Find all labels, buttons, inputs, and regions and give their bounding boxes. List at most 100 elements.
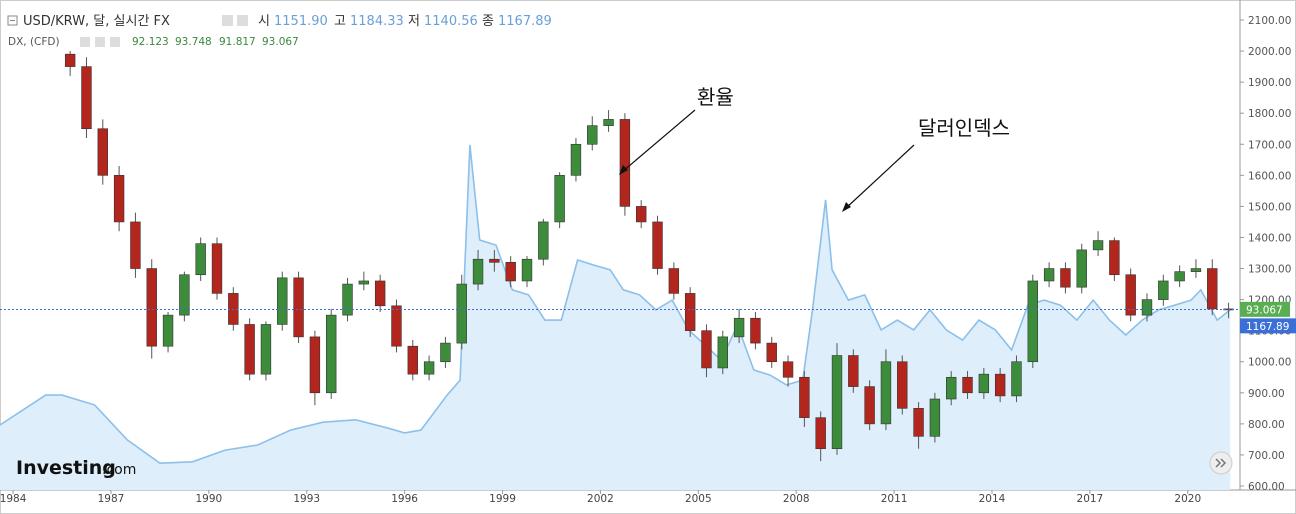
candle-body (538, 221, 549, 260)
overlay-icon[interactable] (95, 37, 105, 47)
candle-body (864, 386, 875, 425)
candle-body (587, 125, 598, 145)
annotation: 달러인덱스 (918, 116, 1010, 140)
y-tick-label: 1400.00 (1248, 232, 1291, 244)
candle-body (1158, 280, 1169, 300)
y-tick-label: 1600.00 (1248, 170, 1291, 182)
candle-body (880, 361, 892, 425)
candle-body (1174, 271, 1185, 282)
candle-body (554, 175, 565, 223)
candle-body (423, 361, 435, 375)
x-tick-label: 2008 (783, 493, 810, 505)
candle-body (766, 342, 777, 363)
candle-body (358, 280, 370, 285)
x-tick-label: 2011 (881, 493, 908, 505)
candle-body (1076, 249, 1087, 288)
y-tick-label: 800.00 (1248, 419, 1285, 431)
x-tick-label: 1987 (98, 493, 125, 505)
logo-suffix: .com (102, 462, 136, 478)
candle-body (489, 258, 500, 263)
open-label: 시 (258, 14, 270, 29)
candle-body (962, 376, 973, 394)
x-tick-label: 1993 (293, 493, 320, 505)
y-tick-label: 2100.00 (1248, 15, 1291, 27)
candle-body (913, 408, 924, 437)
overlay-icon[interactable] (80, 37, 90, 47)
candle-body (1207, 268, 1218, 310)
y-tick-label: 1500.00 (1248, 201, 1291, 213)
candle-body (326, 314, 337, 394)
overlay-price-box (1240, 301, 1290, 317)
candle-body (1190, 268, 1202, 272)
low-value: 1140.56 (424, 14, 478, 29)
x-tick-label: 1996 (391, 493, 418, 505)
candle-body (81, 66, 92, 130)
price-box (1240, 318, 1296, 334)
overlay-close: 93.067 (262, 36, 299, 48)
candle-body (1109, 240, 1120, 276)
candle-body (684, 293, 696, 331)
candle-body (978, 373, 990, 394)
candle-body (456, 283, 467, 344)
high-label: 고 (334, 14, 346, 29)
candle-body (130, 221, 141, 269)
candle-body (1027, 280, 1038, 363)
x-tick-label: 2017 (1077, 493, 1104, 505)
plot-area (0, 51, 1234, 490)
settings-icon[interactable] (222, 15, 233, 26)
y-tick-label: 1900.00 (1248, 77, 1291, 89)
low-label: 저 (408, 14, 420, 29)
candle-body (64, 53, 76, 67)
overlay-high: 93.748 (175, 36, 212, 48)
candle-body (505, 262, 516, 282)
candle-body (293, 277, 304, 338)
open-value: 1151.90 (274, 14, 328, 29)
overlay-icon[interactable] (110, 37, 120, 47)
x-tick-label: 2014 (979, 493, 1006, 505)
area-fill (0, 144, 1231, 490)
overlay-open: 92.123 (132, 36, 169, 48)
x-tick-label: 1999 (489, 493, 516, 505)
candle-body (195, 243, 206, 276)
candle-body (636, 206, 647, 223)
candle-body (228, 293, 239, 325)
collapse-icon[interactable] (7, 15, 18, 26)
candle-body (848, 355, 859, 387)
candle-body (277, 277, 288, 325)
candle-body (831, 355, 843, 450)
candle-body (342, 283, 353, 316)
candle-body (750, 317, 761, 344)
annotation-arrowhead (619, 165, 628, 175)
x-tick-label: 2002 (587, 493, 614, 505)
y-tick-label: 700.00 (1248, 450, 1285, 462)
candle-body (603, 119, 614, 126)
candle-body (374, 280, 386, 307)
x-tick-label: 2005 (685, 493, 712, 505)
settings-icon[interactable] (237, 15, 248, 26)
candle-body (1060, 268, 1071, 288)
logo-brand: Investing (16, 457, 116, 479)
y-tick-label: 1700.00 (1248, 139, 1291, 151)
close-value: 1167.89 (498, 14, 552, 29)
x-tick-label: 1984 (0, 493, 27, 505)
x-tick-label: 1990 (195, 493, 222, 505)
scroll-icon (1215, 458, 1227, 468)
annotation-arrow (621, 109, 696, 173)
candle-body (701, 330, 712, 369)
candle-body (244, 324, 255, 375)
y-tick-label: 2000.00 (1248, 46, 1291, 58)
candle-body (407, 345, 418, 375)
y-tick-label: 900.00 (1248, 388, 1285, 400)
candle-body (782, 361, 794, 378)
candle-body (521, 258, 533, 282)
candle-body (1141, 299, 1153, 316)
candle-body (946, 376, 957, 400)
candle-body (619, 119, 631, 207)
candle-body (97, 128, 108, 176)
candle-body (994, 373, 1006, 397)
candle-body (309, 336, 321, 394)
candle-body (113, 175, 125, 223)
y-tick-label: 600.00 (1248, 481, 1285, 493)
y-tick-label: 1800.00 (1248, 108, 1291, 120)
